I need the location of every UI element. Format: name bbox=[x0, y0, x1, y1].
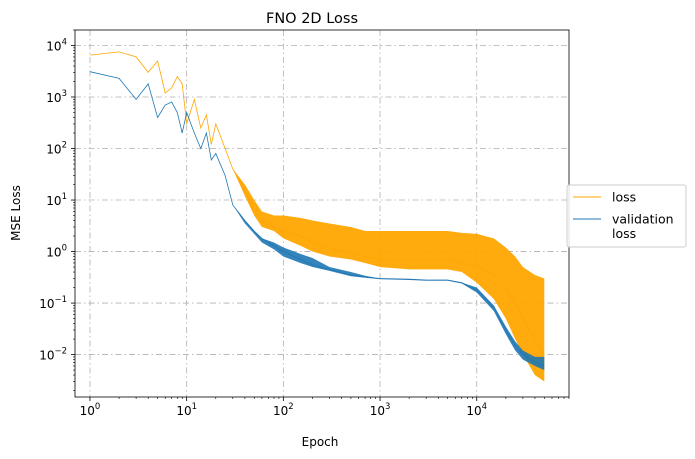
y-axis-label: MSE Loss bbox=[9, 185, 23, 241]
y-tick-base: 10 bbox=[46, 91, 61, 105]
legend-box bbox=[566, 184, 687, 248]
y-tick-label: 102 bbox=[46, 141, 67, 157]
chart-title: FNO 2D Loss bbox=[266, 11, 358, 27]
x-tick-exponent: 1 bbox=[192, 402, 197, 412]
y-tick-base: 10 bbox=[39, 297, 54, 311]
x-tick-base: 10 bbox=[370, 404, 385, 418]
plot-frame bbox=[74, 29, 570, 398]
grid bbox=[75, 30, 569, 397]
y-tick-base: 10 bbox=[39, 349, 54, 363]
y-tick-exponent: 0 bbox=[62, 244, 67, 254]
y-tick-label: 103 bbox=[46, 89, 67, 105]
y-tick-label: 101 bbox=[46, 192, 67, 208]
x-tick-label: 100 bbox=[80, 402, 101, 418]
y-tick-exponent: 4 bbox=[62, 38, 67, 48]
y-tick-base: 10 bbox=[46, 40, 61, 54]
y-tick-base: 10 bbox=[46, 246, 61, 260]
y-tick-exponent: 3 bbox=[62, 89, 67, 99]
x-tick-exponent: 2 bbox=[288, 402, 293, 412]
legend-label: loss bbox=[612, 190, 636, 205]
x-tick-exponent: 3 bbox=[385, 402, 390, 412]
legend-label-line: validation bbox=[612, 212, 674, 227]
x-tick-base: 10 bbox=[176, 404, 191, 418]
y-tick-label: 104 bbox=[46, 38, 67, 54]
x-tick-label: 102 bbox=[273, 402, 294, 418]
y-tick-exponent: 2 bbox=[62, 141, 67, 151]
x-tick-label: 104 bbox=[466, 402, 487, 418]
series-line-1 bbox=[89, 71, 545, 367]
y-tick-label: 10−1 bbox=[39, 295, 67, 311]
x-axis-label: Epoch bbox=[302, 435, 339, 449]
x-tick-base: 10 bbox=[466, 404, 481, 418]
series-lines bbox=[89, 51, 545, 367]
y-tick-exponent: −1 bbox=[54, 295, 67, 305]
x-tick-label: 103 bbox=[370, 402, 391, 418]
legend-label-line: loss bbox=[612, 190, 636, 205]
x-tick-base: 10 bbox=[273, 404, 288, 418]
series-line-0 bbox=[89, 51, 545, 355]
y-tick-label: 100 bbox=[46, 244, 67, 260]
legend-label-line: loss bbox=[612, 226, 636, 241]
y-tick-base: 10 bbox=[46, 143, 61, 157]
y-tick-base: 10 bbox=[46, 194, 61, 208]
y-tick-exponent: 1 bbox=[62, 192, 67, 202]
y-tick-label: 10−2 bbox=[39, 347, 67, 363]
x-tick-exponent: 4 bbox=[482, 402, 487, 412]
noise-bands bbox=[90, 51, 545, 382]
series-band-0 bbox=[90, 51, 545, 382]
x-tick-label: 101 bbox=[176, 402, 197, 418]
y-tick-exponent: −2 bbox=[54, 347, 67, 357]
x-tick-base: 10 bbox=[80, 404, 95, 418]
x-tick-exponent: 0 bbox=[95, 402, 100, 412]
legend-label: validation loss bbox=[612, 212, 674, 242]
